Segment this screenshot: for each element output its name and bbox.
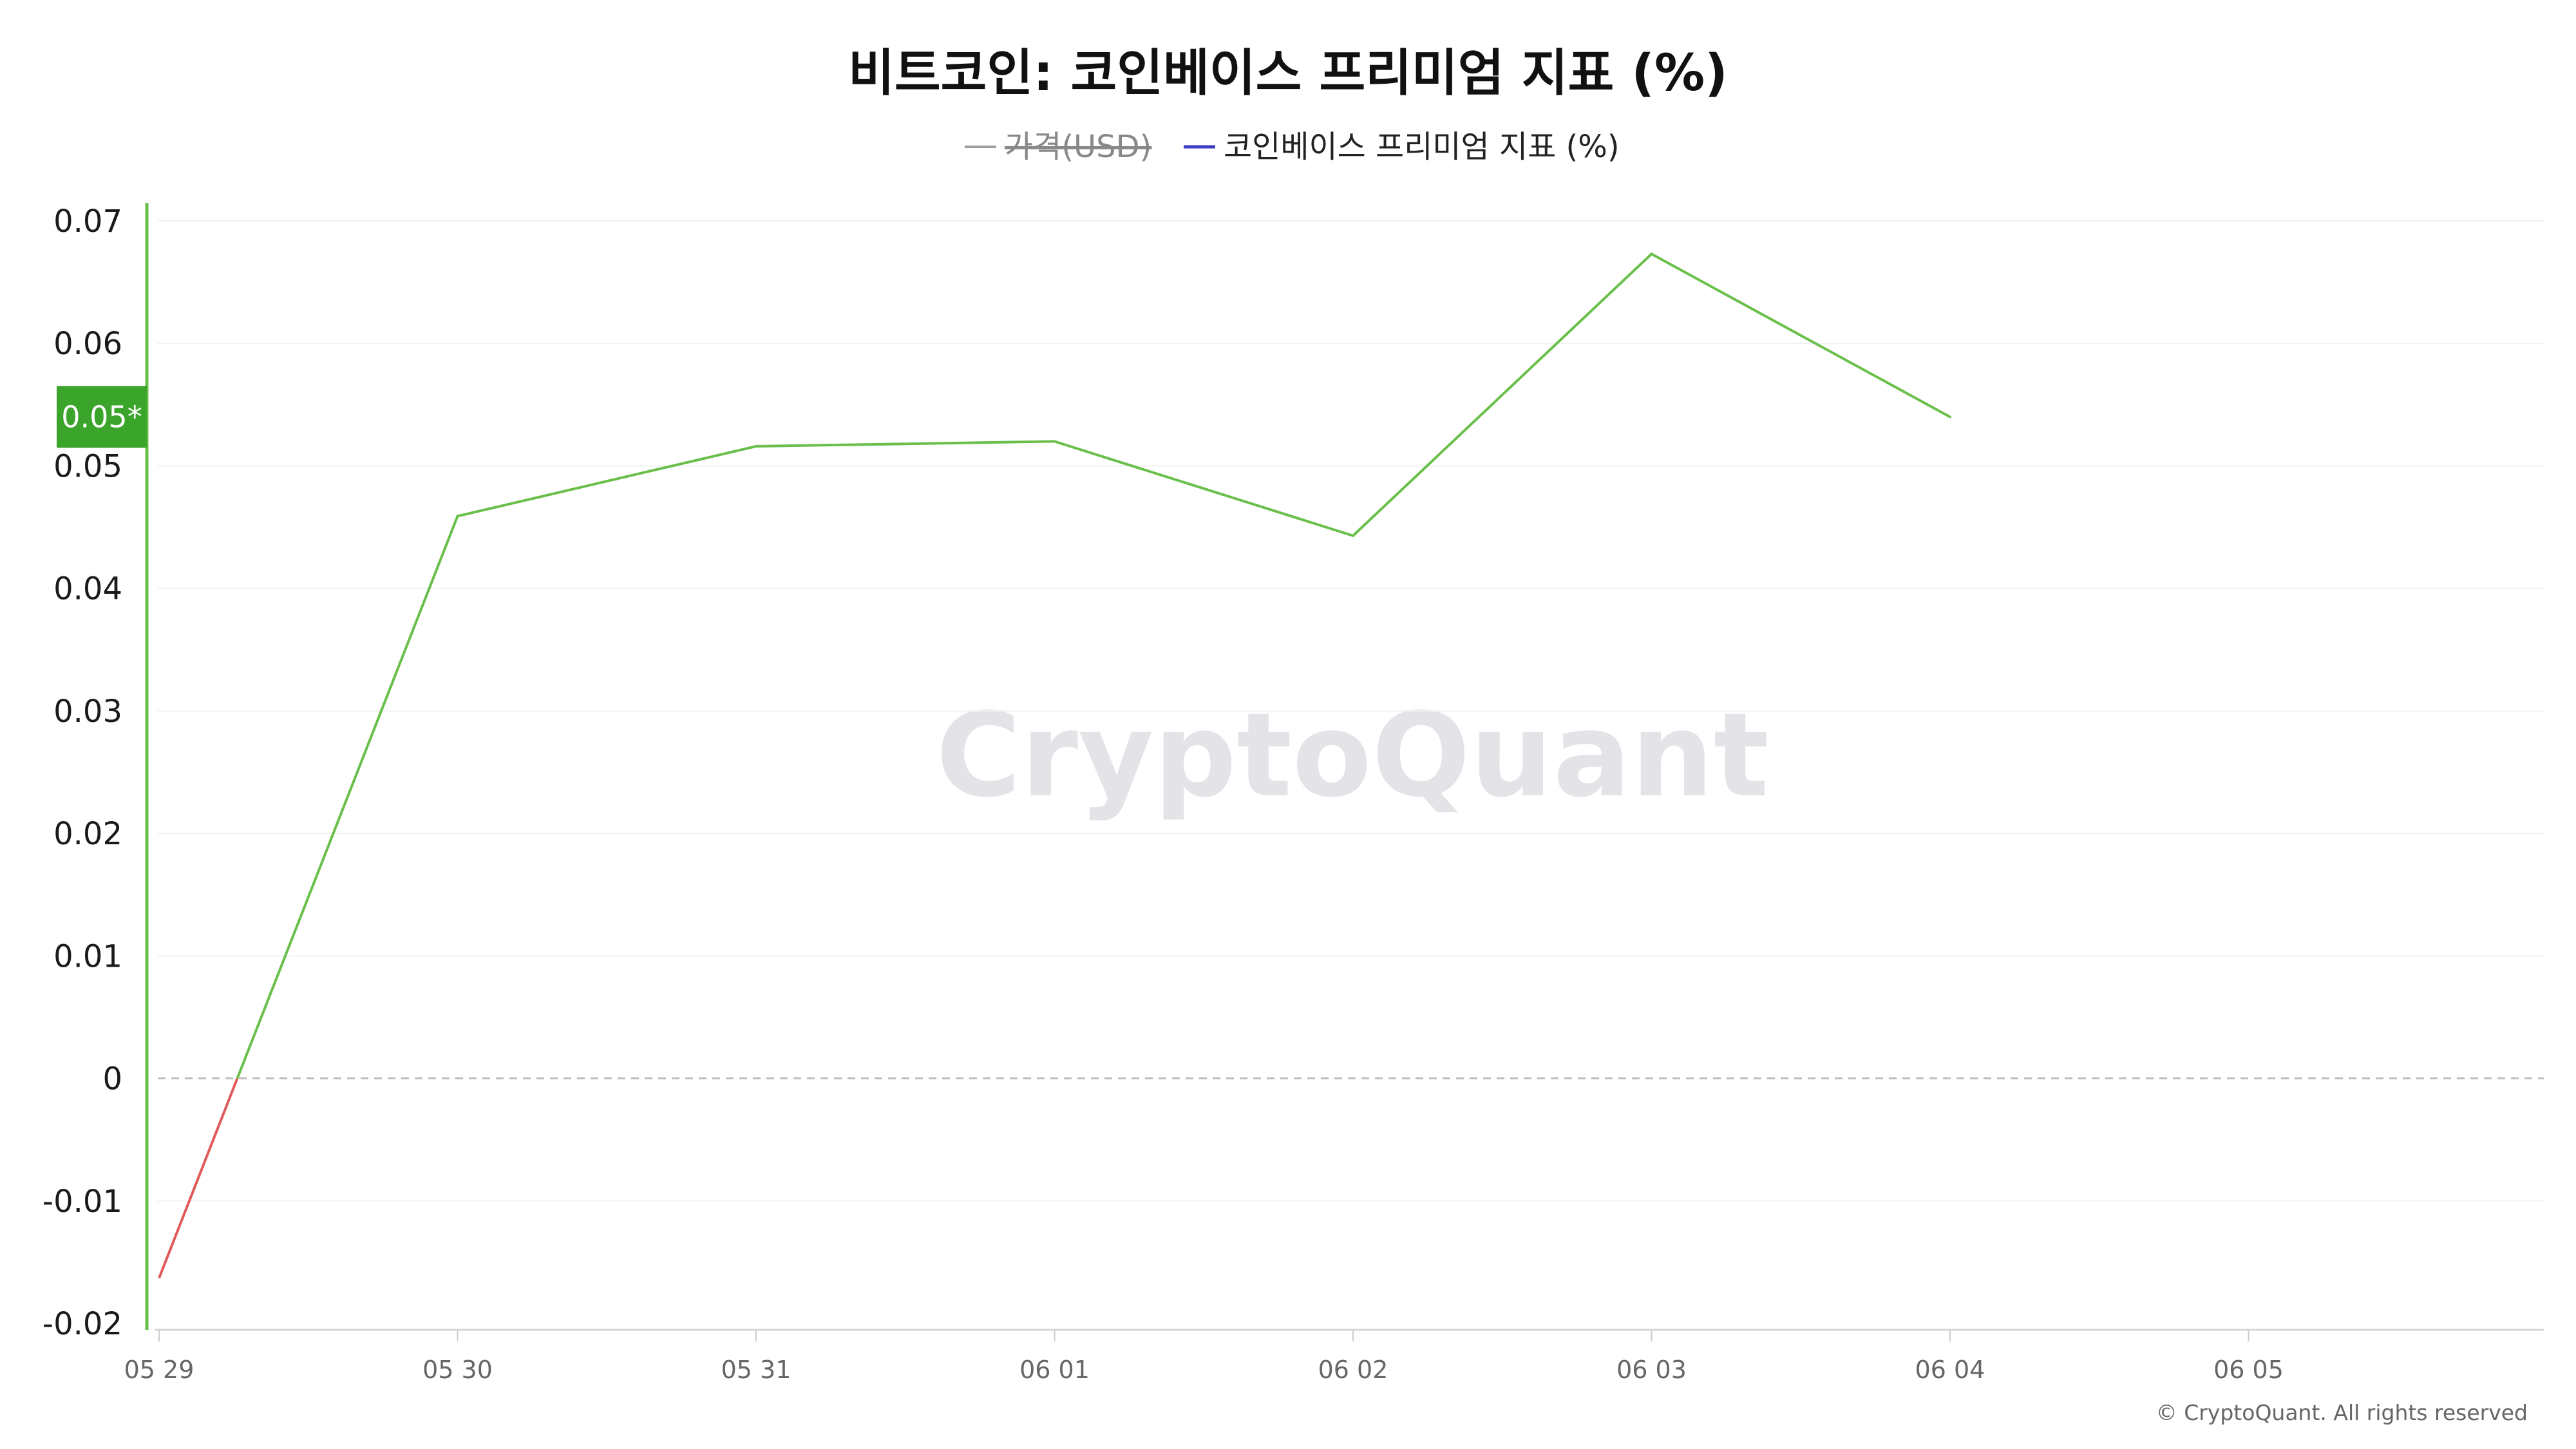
current-value-badge: 0.05* [57, 386, 147, 448]
series-premium [158, 252, 1951, 1279]
series-segment [236, 515, 459, 1079]
legend-item-premium[interactable]: 코인베이스 프리미엄 지표 (%) [1184, 129, 1620, 165]
legend-label-price[interactable]: 가격(USD) [1005, 129, 1151, 165]
y-tick-label: 0.01 [53, 938, 122, 974]
series-segment [755, 440, 1056, 448]
legend-label-premium[interactable]: 코인베이스 프리미엄 지표 (%) [1224, 129, 1620, 165]
x-tick-label: 06 03 [1616, 1356, 1687, 1384]
legend-item-price[interactable]: 가격(USD) [965, 129, 1151, 165]
gridlines [145, 203, 2544, 1331]
y-tick-label: 0 [102, 1061, 122, 1097]
y-tick-label: 0.02 [53, 816, 122, 852]
x-tick-label: 06 04 [1915, 1356, 1985, 1384]
series-segment [1053, 440, 1354, 537]
chart-title: 비트코인: 코인베이스 프리미엄 지표 (%) [848, 44, 1728, 102]
y-tick-label: 0.07 [53, 204, 122, 240]
watermark: CryptoQuant [936, 688, 1769, 823]
series-segment [1650, 252, 1951, 419]
series-segment [1352, 252, 1653, 537]
y-tick-label: 0.03 [53, 694, 122, 730]
legend: 가격(USD) 코인베이스 프리미엄 지표 (%) [965, 129, 1620, 165]
y-axis-ticks: -0.02 -0.01 0 0.01 0.02 0.03 0.04 0.05 0.06 0.07 [43, 204, 122, 1342]
y-tick-label: -0.02 [43, 1306, 122, 1342]
x-tick-label: 05 30 [422, 1356, 493, 1384]
x-tick-label: 05 29 [124, 1356, 194, 1384]
x-tick-label: 06 05 [2213, 1356, 2284, 1384]
series-segment [158, 1077, 239, 1279]
x-tick-label: 05 31 [721, 1356, 791, 1384]
y-tick-label: -0.01 [43, 1184, 122, 1220]
y-tick-label: 0.06 [53, 326, 122, 362]
copyright-text: © CryptoQuant. All rights reserved [2156, 1400, 2528, 1425]
y-tick-label: 0.04 [53, 571, 122, 607]
x-axis-ticks: 05 29 05 30 05 31 06 01 06 02 06 03 06 04 06 05 [124, 1330, 2284, 1384]
x-tick-label: 06 02 [1318, 1356, 1388, 1384]
y-tick-label: 0.05 [53, 448, 122, 484]
badge-background [57, 386, 147, 448]
series-segment [456, 445, 757, 518]
badge-label: 0.05* [61, 399, 142, 434]
x-tick-label: 06 01 [1019, 1356, 1090, 1384]
